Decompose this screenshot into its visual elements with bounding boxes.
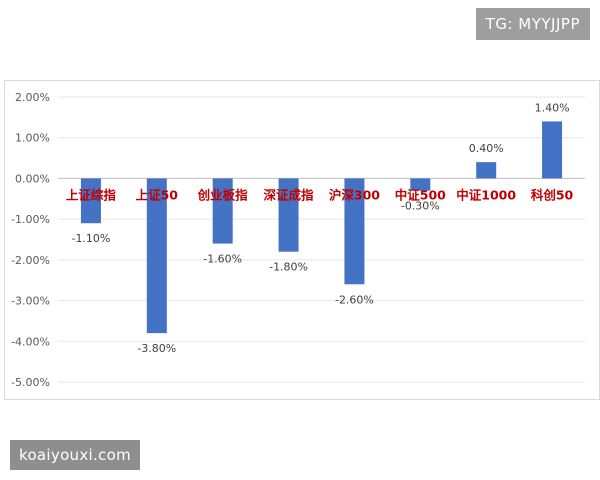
watermark-bottom: koaiyouxi.com	[10, 440, 140, 470]
y-tick-label: -2.00%	[11, 254, 50, 267]
y-tick-label: 1.00%	[15, 132, 50, 145]
category-label: 沪深300	[329, 187, 380, 202]
chart-frame	[4, 80, 600, 400]
category-label: 深证成指	[264, 187, 315, 202]
y-tick-label: -1.00%	[11, 213, 50, 226]
category-label: 上证综指	[66, 187, 117, 202]
y-tick-label: -4.00%	[11, 335, 50, 348]
bar	[542, 121, 563, 179]
data-label: -1.10%	[71, 232, 110, 245]
category-label: 科创50	[531, 187, 574, 202]
y-tick-label: 0.00%	[15, 172, 50, 185]
bar	[278, 178, 299, 252]
bar	[410, 178, 431, 191]
bar	[80, 178, 101, 224]
data-label: -1.60%	[203, 253, 242, 266]
watermark-top: TG: MYYJJPP	[475, 8, 590, 40]
data-label: 0.40%	[469, 142, 504, 155]
data-label: -3.80%	[137, 342, 176, 355]
category-label: 中证1000	[456, 187, 516, 202]
bar	[212, 178, 233, 244]
y-tick-label: -5.00%	[11, 376, 50, 389]
category-label: 创业板指	[197, 187, 249, 202]
y-tick-label: 2.00%	[15, 91, 50, 104]
data-label: 1.40%	[535, 101, 570, 114]
bar	[146, 178, 167, 334]
bar	[476, 162, 497, 179]
data-label: -1.80%	[269, 261, 308, 274]
category-label: 中证500	[395, 187, 446, 202]
category-label: 上证50	[136, 187, 179, 202]
data-label: -0.30%	[401, 200, 440, 213]
y-tick-label: -3.00%	[11, 295, 50, 308]
bar	[344, 178, 365, 285]
data-label: -2.60%	[335, 293, 374, 306]
